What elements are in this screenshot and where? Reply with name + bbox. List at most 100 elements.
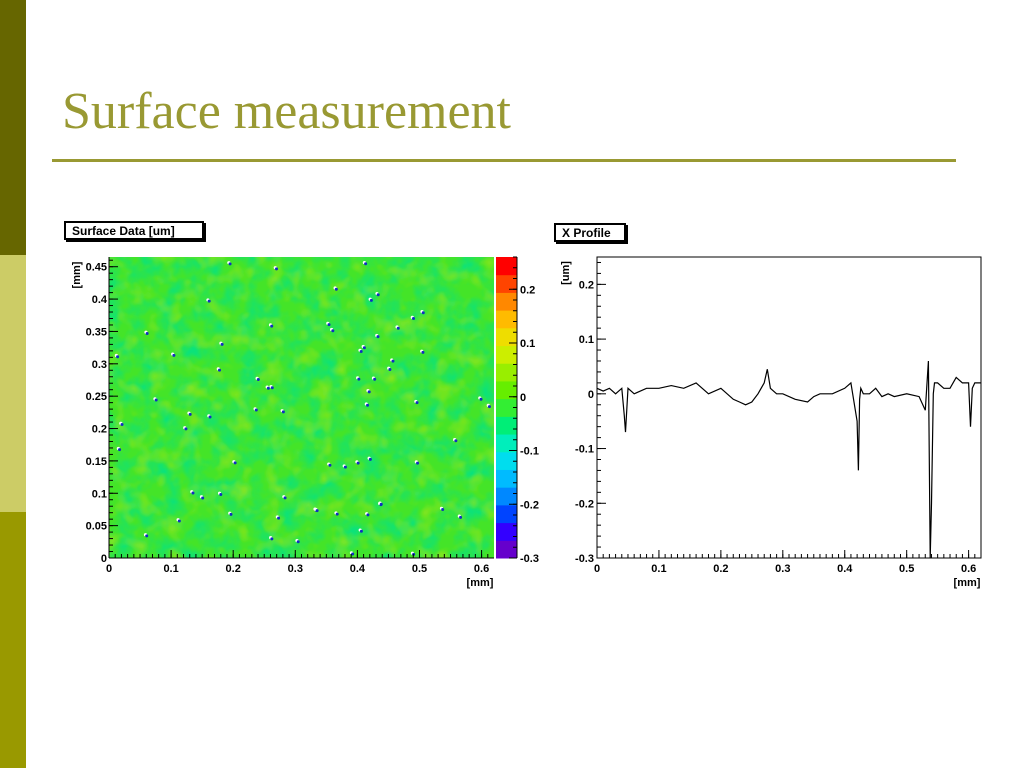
defect-dot — [356, 461, 360, 465]
defect-dot — [416, 461, 420, 465]
colorbar-segment — [496, 469, 517, 488]
profile-x-tick-label: 0.2 — [713, 563, 728, 575]
heatmap-colorbar: -0.3 -0.2 -0.1 0 0.1 0.2 — [496, 256, 539, 565]
surface-heatmap — [109, 257, 494, 558]
defect-dot — [368, 457, 372, 461]
profile-y-axis-title: [um] — [560, 261, 572, 285]
heatmap-x-tick-label: 0.5 — [412, 563, 427, 575]
heatmap-y-tick-label: 0.25 — [86, 391, 107, 403]
defect-dot — [479, 397, 483, 401]
defect-dot — [359, 350, 363, 354]
profile-x-tick-label: 0.6 — [961, 563, 976, 575]
heatmap-defects — [114, 261, 491, 556]
slide-title: Surface measurement — [62, 83, 512, 140]
side-band-light — [0, 255, 26, 512]
defect-dot — [218, 368, 222, 372]
colorbar-segment — [496, 451, 517, 470]
profile-x-tick-label: 0.1 — [651, 563, 666, 575]
defect-dot — [396, 326, 400, 330]
title-divider — [52, 159, 956, 162]
defect-dot — [296, 540, 300, 544]
defect-dot — [277, 516, 281, 520]
defect-dot — [376, 335, 380, 339]
colorbar-segment — [496, 380, 517, 400]
defect-dot — [120, 423, 124, 427]
defect-dot — [357, 377, 361, 381]
heatmap-x-tick-label: 0 — [106, 563, 112, 575]
defect-dot — [270, 537, 274, 541]
profile-y-tick-label: -0.2 — [575, 498, 594, 510]
heatmap-axes: 0 0.1 0.2 0.3 0.4 0.5 0.6 0 0.05 0.1 0.15 0.2 0.25 0.… — [71, 257, 494, 589]
defect-dot — [188, 412, 192, 416]
heatmap-y-tick-label: 0.4 — [92, 294, 108, 306]
colorbar-segment — [496, 416, 517, 435]
defect-dot — [441, 507, 445, 511]
surface-chart-title: Surface Data [um] — [64, 221, 204, 240]
heatmap-x-tick-label: 0.4 — [350, 563, 366, 575]
heatmap-y-tick-label: 0.05 — [86, 521, 107, 533]
colorbar-segment — [496, 363, 517, 382]
profile-x-tick-label: 0.3 — [775, 563, 790, 575]
side-band-dark — [0, 0, 26, 255]
profile-x-tick-label: 0 — [594, 563, 600, 575]
defect-dot — [328, 463, 332, 467]
defect-dot — [256, 378, 260, 382]
defect-dot — [391, 359, 395, 363]
heatmap-x-tick-label: 0.6 — [474, 563, 489, 575]
defect-dot — [270, 386, 274, 390]
profile-frame — [596, 256, 982, 559]
colorbar-segment — [496, 257, 517, 276]
heatmap-y-tick-label: 0.2 — [92, 424, 107, 436]
heatmap-x-tick-label: 0.1 — [163, 563, 178, 575]
defect-dot — [359, 529, 363, 533]
defect-dot — [421, 350, 425, 354]
defect-dot — [415, 401, 419, 405]
side-band-olive — [0, 512, 26, 768]
profile-chart-title: X Profile — [554, 223, 626, 242]
colorbar-tick-label: 0.2 — [520, 284, 535, 296]
colorbar-segment — [496, 540, 517, 559]
heatmap-y-tick-label: 0.3 — [92, 359, 107, 371]
defect-dot — [228, 262, 232, 266]
profile-y-tick-label: 0.1 — [579, 334, 594, 346]
defect-dot — [201, 496, 205, 500]
heatmap-y-tick-label: 0.1 — [92, 488, 107, 500]
defect-dot — [421, 311, 425, 315]
defect-dot — [364, 262, 368, 266]
defect-dot — [172, 353, 176, 357]
defect-dot — [184, 427, 188, 431]
colorbar-segment — [496, 522, 517, 541]
colorbar-tick-label: 0 — [520, 392, 526, 404]
heatmap-y-tick-label: 0.35 — [86, 326, 107, 338]
defect-dot — [334, 287, 338, 291]
defect-dot — [145, 331, 149, 335]
defect-dot — [487, 405, 491, 409]
colorbar-segment — [496, 487, 517, 506]
colorbar-segment — [496, 310, 517, 329]
defect-dot — [362, 346, 366, 350]
profile-y-tick-label: 0.2 — [579, 279, 594, 291]
heatmap-y-tick-label: 0 — [101, 553, 107, 565]
colorbar-tick-label: 0.1 — [520, 338, 535, 350]
heatmap-y-tick-label: 0.15 — [86, 456, 107, 468]
heatmap-texture-high — [109, 257, 494, 558]
profile-series-line — [596, 360, 981, 559]
colorbar-tick-label: -0.3 — [520, 553, 539, 565]
colorbar-segment — [496, 274, 517, 293]
profile-x-tick-label: 0.5 — [899, 563, 914, 575]
defect-dot — [335, 512, 339, 516]
defect-dot — [254, 408, 258, 412]
colorbar-segment — [496, 398, 517, 417]
colorbar-tick-label: -0.2 — [520, 499, 539, 511]
profile-x-axis-title: [mm] — [954, 577, 981, 589]
defect-dot — [207, 299, 211, 303]
profile-y-tick-label: 0 — [588, 389, 594, 401]
defect-dot — [208, 415, 212, 419]
defect-dot — [369, 298, 373, 302]
heatmap-y-axis-title: [mm] — [71, 261, 83, 288]
defect-dot — [379, 502, 383, 506]
defect-dot — [376, 293, 380, 297]
colorbar-segment — [496, 434, 517, 453]
heatmap-y-tick-label: 0.45 — [86, 262, 107, 274]
defect-dot — [118, 448, 122, 452]
